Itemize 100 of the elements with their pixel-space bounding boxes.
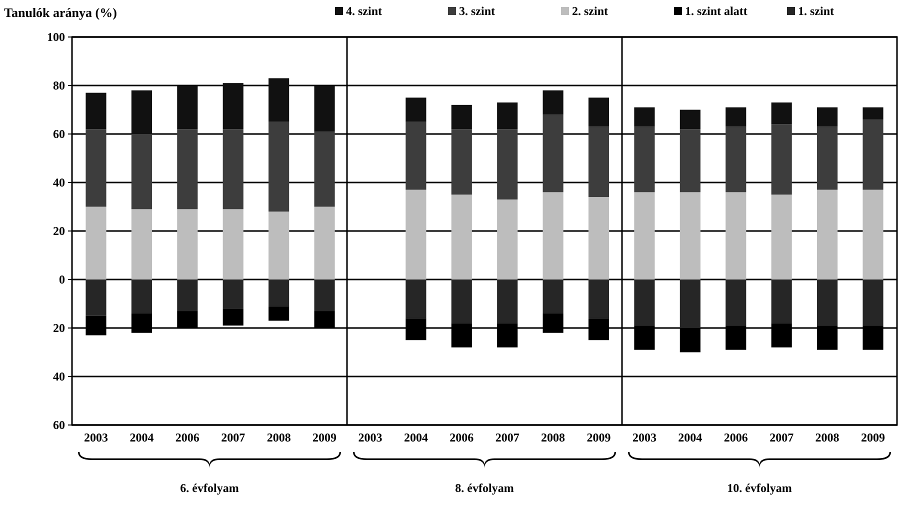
bar (222, 280, 244, 309)
bar (131, 134, 152, 210)
x-tick-label: 2008 (541, 430, 566, 445)
bar (862, 107, 884, 120)
bar (817, 280, 838, 326)
y-tick-label: 100 (47, 30, 65, 44)
y-tick-label: 60 (53, 126, 65, 141)
bar (588, 98, 610, 127)
bar (177, 129, 198, 210)
bar (680, 110, 700, 130)
x-tick-label: 2004 (130, 430, 154, 445)
bar (680, 129, 700, 192)
bar (451, 129, 472, 195)
bar (726, 280, 746, 326)
bar (817, 190, 838, 280)
bar (726, 107, 746, 127)
x-tick-label: 2007 (495, 430, 520, 445)
bar (542, 192, 564, 280)
bar (86, 206, 106, 280)
legend-label: 1. szint (798, 4, 834, 18)
x-tick-label: 2006 (450, 430, 474, 445)
bar (497, 102, 518, 130)
bar (86, 92, 106, 130)
legend-label: 1. szint alatt (685, 4, 748, 18)
bar (771, 124, 792, 195)
bar (222, 209, 244, 280)
bar (726, 192, 746, 280)
x-tick-label: 2003 (358, 430, 382, 445)
bar (86, 280, 106, 316)
bar (222, 308, 244, 326)
x-tick-label: 2004 (404, 430, 428, 445)
bar (86, 129, 106, 207)
text: 8. évfolyam (455, 481, 514, 495)
y-tick-label: 60 (53, 418, 65, 432)
x-tick-label: 2006 (724, 430, 748, 445)
x-tick-label: 2009 (861, 430, 886, 445)
bar (862, 119, 884, 190)
bar (634, 107, 655, 127)
bar (588, 126, 610, 198)
bar (680, 192, 700, 280)
legend-label: 2. szint (572, 4, 608, 18)
y-tick-label: 40 (53, 369, 65, 384)
bar (451, 280, 472, 324)
text: 6. évfolyam (180, 481, 239, 495)
bar (497, 280, 518, 324)
x-tick-label: 2003 (632, 430, 656, 445)
x-tick-label: 2009 (312, 430, 337, 445)
bar (588, 280, 610, 318)
y-tick-label: 40 (53, 175, 65, 190)
bar (314, 86, 335, 132)
bar (314, 206, 335, 280)
bar (634, 280, 655, 326)
bar (634, 192, 655, 280)
x-tick-label: 2007 (770, 430, 794, 445)
legend-label: 3. szint (459, 4, 496, 18)
bar (268, 212, 290, 280)
bar (131, 90, 152, 134)
bar (771, 280, 792, 324)
y-tick-label: 80 (53, 78, 65, 92)
bar (177, 86, 198, 130)
bar (771, 194, 792, 280)
bar (451, 194, 472, 280)
bar (497, 199, 518, 280)
bar (588, 197, 610, 280)
bar (817, 107, 838, 127)
bar (451, 104, 472, 130)
x-tick-label: 2004 (678, 430, 702, 445)
x-tick-label: 2009 (586, 430, 611, 445)
bar (862, 190, 884, 280)
x-tick-label: 2003 (84, 430, 108, 445)
x-tick-label: 2008 (266, 430, 291, 445)
bar (542, 280, 564, 314)
bar (406, 280, 426, 318)
bar (177, 209, 198, 280)
bar (680, 280, 700, 328)
bar (268, 78, 290, 122)
bar (726, 126, 746, 192)
bar (131, 280, 152, 314)
bar (406, 122, 426, 190)
bar (314, 132, 335, 207)
x-tick-label: 2006 (175, 430, 200, 445)
x-tick-label: 2007 (221, 430, 246, 445)
x-tick-label: 2008 (815, 430, 840, 445)
bar (542, 114, 564, 192)
bar (817, 126, 838, 190)
bar (497, 129, 518, 200)
y-tick-label: 20 (53, 320, 65, 335)
text: 10. évfolyam (727, 481, 792, 495)
y-axis-title: Tanulók aránya (%) (4, 5, 117, 20)
y-tick-label: 0 (59, 272, 65, 286)
legend-label: 4. szint (346, 4, 382, 18)
bar (131, 209, 152, 280)
bar (268, 306, 290, 321)
bar (771, 102, 792, 124)
bar (862, 280, 884, 326)
bar (406, 190, 426, 280)
bar (406, 98, 426, 122)
bar (268, 280, 290, 306)
bar (314, 280, 335, 312)
bar (542, 90, 564, 115)
